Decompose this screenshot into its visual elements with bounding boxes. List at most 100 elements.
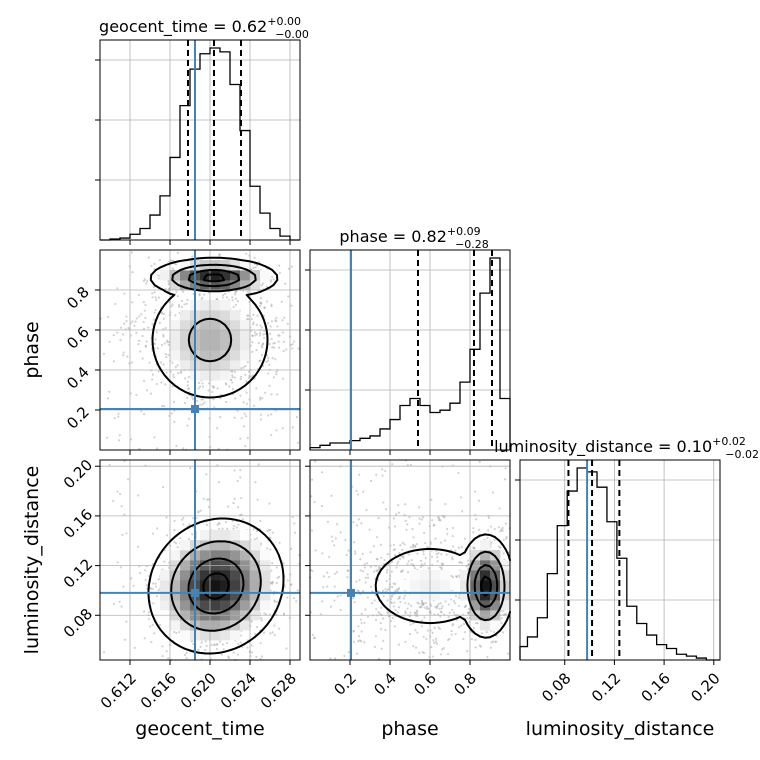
scatter-point	[151, 322, 154, 325]
scatter-point	[136, 545, 140, 548]
scatter-point	[363, 566, 366, 569]
scatter-point	[485, 630, 488, 634]
density-block	[230, 350, 241, 361]
scatter-point	[459, 561, 462, 564]
scatter-point	[181, 518, 184, 521]
scatter-point	[252, 321, 255, 324]
scatter-point	[443, 516, 446, 519]
scatter-point	[454, 594, 458, 598]
scatter-point	[261, 346, 264, 349]
scatter-point	[451, 558, 454, 561]
scatter-point	[263, 612, 266, 615]
scatter-point	[239, 377, 242, 381]
scatter-point	[395, 566, 398, 569]
scatter-point	[357, 518, 360, 521]
scatter-point	[369, 585, 373, 588]
y-tick-label: 0.4	[63, 363, 93, 393]
density-block	[210, 370, 221, 381]
density-block	[240, 280, 251, 291]
scatter-point	[440, 553, 443, 556]
scatter-point	[359, 558, 362, 561]
scatter-point	[126, 478, 130, 481]
scatter-point	[227, 505, 230, 508]
density-block	[230, 330, 241, 341]
scatter-point	[255, 349, 258, 352]
density-block	[220, 630, 231, 641]
scatter-point	[182, 516, 185, 520]
scatter-point	[139, 572, 142, 575]
scatter-point	[175, 290, 178, 293]
scatter-point	[357, 473, 361, 476]
x-tick-label: 0.20	[687, 669, 723, 705]
scatter-point	[480, 632, 483, 635]
scatter-point	[333, 585, 336, 588]
scatter-point	[376, 557, 379, 561]
scatter-point	[178, 303, 181, 307]
scatter-point	[390, 561, 394, 564]
scatter-point	[260, 616, 263, 620]
scatter-point	[381, 589, 385, 592]
scatter-point	[398, 596, 401, 599]
scatter-point	[490, 541, 493, 544]
scatter-point	[473, 490, 477, 493]
x-tick-label: 0.624	[217, 669, 260, 712]
scatter-point	[269, 332, 272, 335]
scatter-point	[375, 558, 378, 561]
scatter-point	[310, 478, 314, 481]
scatter-point	[171, 267, 174, 270]
scatter-point	[363, 621, 366, 624]
histogram-phase	[309, 257, 511, 450]
scatter-point	[390, 601, 393, 605]
density-block	[160, 580, 171, 591]
density-block	[250, 280, 261, 291]
scatter-point	[232, 502, 235, 505]
density-block	[200, 310, 211, 321]
scatter-point	[286, 579, 289, 582]
scatter-point	[192, 642, 195, 646]
scatter-point	[439, 610, 442, 613]
density-block	[200, 270, 211, 281]
scatter-point	[151, 587, 154, 590]
axes-frame	[309, 459, 511, 661]
scatter-point	[243, 412, 246, 415]
scatter-point	[478, 644, 481, 647]
scatter-point	[322, 575, 325, 578]
scatter-point	[247, 314, 250, 317]
scatter-point	[164, 383, 167, 386]
scatter-point	[265, 360, 268, 363]
scatter-point	[278, 264, 281, 267]
scatter-point	[446, 533, 449, 536]
scatter-point	[253, 331, 257, 334]
scatter-point	[346, 576, 349, 579]
scatter-point	[413, 611, 417, 614]
scatter-point	[460, 624, 463, 627]
scatter-point	[102, 651, 106, 654]
scatter-point	[207, 389, 210, 392]
scatter-point	[326, 585, 329, 588]
density-block	[240, 620, 251, 631]
density-block	[470, 570, 481, 581]
scatter-point	[108, 340, 111, 343]
density-block	[450, 580, 461, 591]
scatter-point	[216, 387, 219, 390]
scatter-point	[112, 360, 116, 363]
density-block	[240, 590, 251, 601]
scatter-point	[185, 651, 188, 654]
scatter-point	[245, 391, 248, 394]
scatter-point	[164, 352, 167, 356]
scatter-point	[339, 531, 342, 534]
scatter-point	[156, 527, 159, 530]
scatter-point	[197, 648, 200, 651]
scatter-point	[362, 490, 365, 493]
scatter-point	[130, 251, 134, 254]
scatter-point	[187, 537, 191, 541]
scatter-point	[415, 542, 418, 546]
density-block	[200, 330, 211, 341]
scatter-point	[271, 357, 274, 360]
panel-title: luminosity_distance = 0.10+0.02	[494, 435, 746, 457]
scatter-point	[380, 606, 383, 609]
scatter-point	[172, 373, 175, 376]
scatter-point	[420, 619, 423, 622]
scatter-point	[246, 361, 249, 364]
scatter-point	[237, 642, 240, 646]
